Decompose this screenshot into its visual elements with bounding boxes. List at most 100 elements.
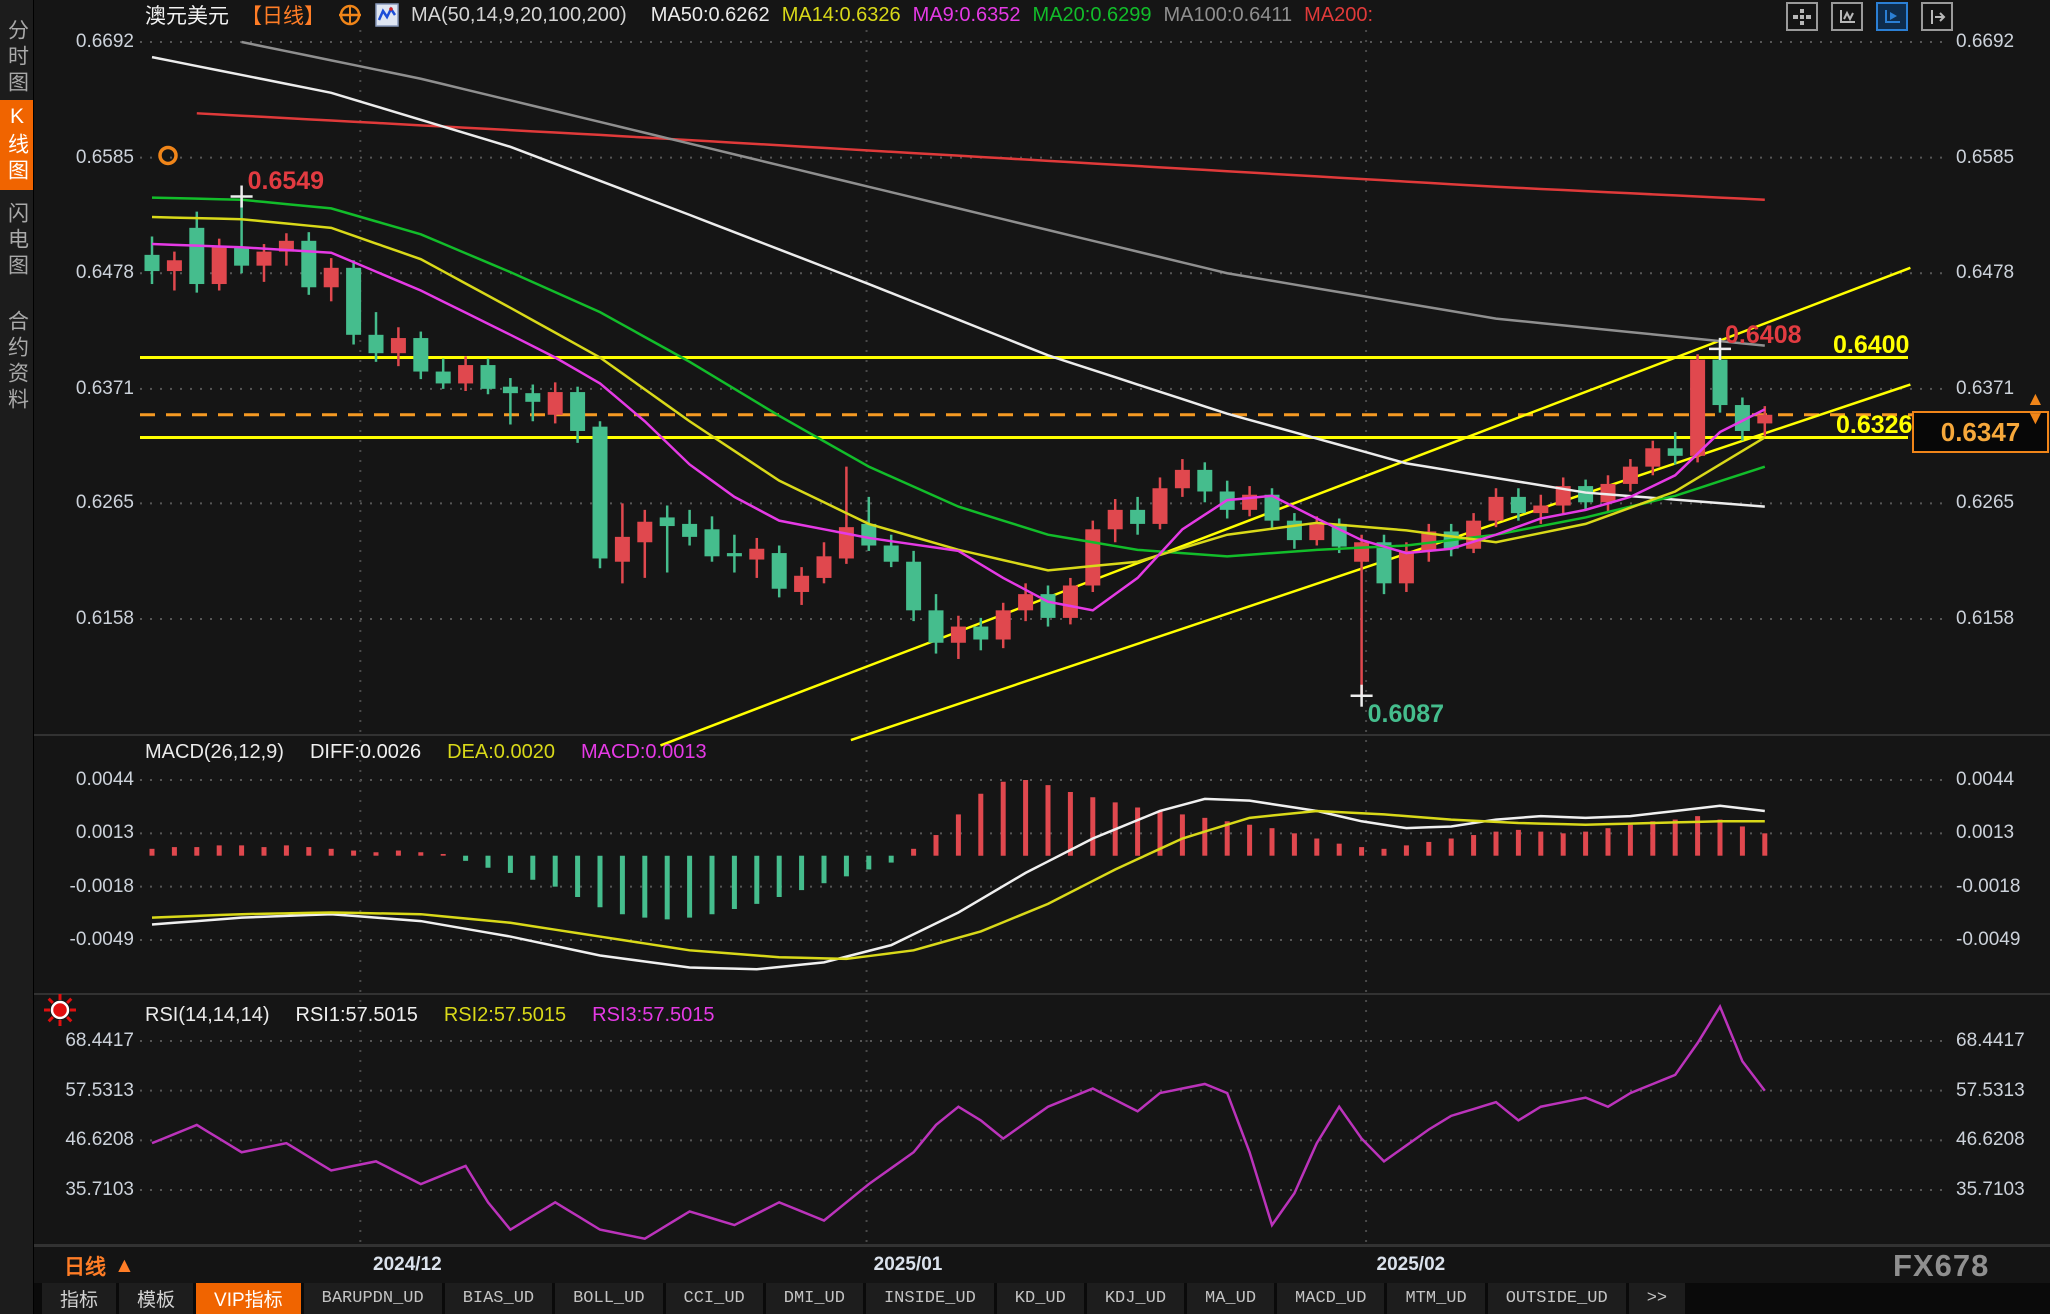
panel-title: MACD(26,12,9) [145, 741, 284, 763]
tab-KD_UD[interactable]: KD_UD [996, 1283, 1084, 1314]
tab-BIAS_UD[interactable]: BIAS_UD [444, 1283, 553, 1314]
candle-body [928, 610, 944, 643]
y-axis-label: 46.6208 [65, 1129, 134, 1151]
candle-body [682, 523, 698, 537]
price-annotation: 0.6408 [1725, 320, 1802, 349]
candle-body [1085, 529, 1101, 586]
triangle-up-icon: ▲ [114, 1254, 135, 1277]
macd-histogram [149, 780, 1768, 920]
candle-body [995, 610, 1011, 640]
tab-MACD_UD[interactable]: MACD_UD [1277, 1283, 1385, 1314]
y-axis-label: 0.0044 [1956, 769, 2015, 790]
sidebar-item-lightning-chart[interactable]: 闪电图 [5, 202, 29, 280]
sidebar-item-kline-chart[interactable]: K线图 [0, 100, 33, 190]
candle-body [659, 517, 675, 527]
panel-legend-item: DEA:0.0020 [447, 741, 555, 763]
candle-body [1488, 496, 1504, 521]
panel-legend-item: RSI3:57.5015 [592, 1004, 715, 1026]
price-annotation: 0.6400 [1833, 331, 1910, 359]
candle-body [1734, 405, 1750, 431]
price-spinner-arrows[interactable]: ▲ ▼ [2026, 389, 2045, 429]
alarm-icon[interactable] [42, 992, 78, 1033]
tab-MTM_UD[interactable]: MTM_UD [1387, 1283, 1485, 1314]
candle-body [189, 227, 205, 285]
tab-BARUPDN_UD[interactable]: BARUPDN_UD [303, 1283, 442, 1314]
candle-body [323, 267, 339, 288]
tab-指标[interactable]: 指标 [42, 1283, 117, 1314]
tab-DMI_UD[interactable]: DMI_UD [765, 1283, 863, 1314]
candle-body [480, 365, 496, 389]
y-axis-label: 0.0013 [75, 822, 134, 844]
price-annotation: 0.6326 [1836, 411, 1913, 439]
candle-body [592, 426, 608, 559]
candle-body [794, 575, 810, 592]
candle-body [1578, 486, 1594, 503]
dea-line [151, 809, 1765, 961]
ma-line-MA14 [151, 215, 1766, 572]
tab-OUTSIDE_UD[interactable]: OUTSIDE_UD [1487, 1283, 1626, 1314]
indicator-chart-icon[interactable] [375, 3, 399, 27]
candle-body [211, 247, 227, 285]
candle-body [368, 334, 384, 354]
y-axis-label: 0.0013 [1956, 822, 2015, 844]
candle-body [1152, 488, 1168, 524]
candle-body [525, 393, 541, 402]
candle-body [1309, 523, 1325, 541]
y-axis-label: 0.0044 [75, 769, 134, 790]
tab-KDJ_UD[interactable]: KDJ_UD [1086, 1283, 1185, 1314]
y-axis-label: 0.6692 [75, 31, 134, 52]
tab-CCI_UD[interactable]: CCI_UD [665, 1283, 763, 1314]
candle-body [861, 523, 877, 546]
ma-legend-item: MA20:0.6299 [1032, 4, 1152, 26]
period-selector[interactable]: 日线 ▲ [64, 1251, 135, 1281]
candles-group [144, 196, 1773, 696]
y-axis-label: 57.5313 [1956, 1079, 2025, 1101]
candle-body [1555, 486, 1571, 506]
target-icon[interactable] [337, 2, 363, 28]
alert-circle-icon[interactable] [158, 145, 178, 166]
sidebar-item-time-chart[interactable]: 分时图 [5, 19, 29, 97]
pan-icon[interactable] [1786, 2, 1818, 31]
period-tag: 【日线】 [241, 5, 325, 28]
candle-body [1533, 505, 1549, 514]
panel-legend-item: DIFF:0.0026 [309, 741, 422, 763]
jump-to-latest-icon[interactable] [1921, 2, 1953, 31]
y-axis-label: 0.6585 [75, 146, 134, 168]
candle-body [144, 254, 160, 272]
candle-body [256, 251, 272, 266]
y-axis-label: 0.6478 [1956, 262, 2015, 284]
tab-模板[interactable]: 模板 [119, 1283, 194, 1314]
trend-line[interactable] [660, 266, 1911, 747]
ma-line-MA9 [151, 242, 1766, 612]
candle-body [1107, 509, 1123, 530]
candle-body [749, 548, 765, 560]
y-axis-label: 0.6371 [1956, 377, 2015, 399]
y-axis-label: -0.0049 [69, 928, 134, 950]
chart-toolbar [1786, 2, 1953, 31]
y-axis-label: 0.6692 [1956, 31, 2015, 52]
tab-VIP指标[interactable]: VIP指标 [196, 1283, 301, 1314]
candle-body [704, 529, 720, 557]
candle-body [883, 545, 899, 562]
axis-scale-icon[interactable] [1831, 2, 1863, 31]
candle-body [234, 247, 250, 266]
candle-body [1197, 469, 1213, 492]
ma-legend-item: MA200: [1304, 4, 1374, 26]
candle-body [726, 553, 742, 557]
candle-body [166, 260, 182, 272]
sidebar-item-contract-info[interactable]: 合约资料 [5, 310, 29, 414]
symbol-title: 澳元美元 [145, 5, 229, 28]
tab-MA_UD[interactable]: MA_UD [1187, 1283, 1275, 1314]
candle-body [1331, 523, 1347, 547]
tab-more[interactable]: >> [1628, 1283, 1686, 1314]
auto-scroll-icon[interactable] [1876, 2, 1908, 31]
ma-legend-item: MA100:0.6411 [1163, 4, 1293, 26]
candle-body [1018, 594, 1034, 611]
panel-legend: MACD(26,12,9) DIFF:0.0026 DEA:0.0020 MACD:0… [145, 741, 707, 764]
panel-legend-item: RSI2:57.5015 [443, 1004, 567, 1026]
tab-BOLL_UD[interactable]: BOLL_UD [555, 1283, 663, 1314]
candle-body [502, 386, 518, 394]
tab-INSIDE_UD[interactable]: INSIDE_UD [865, 1283, 994, 1314]
candle-body [547, 392, 563, 415]
